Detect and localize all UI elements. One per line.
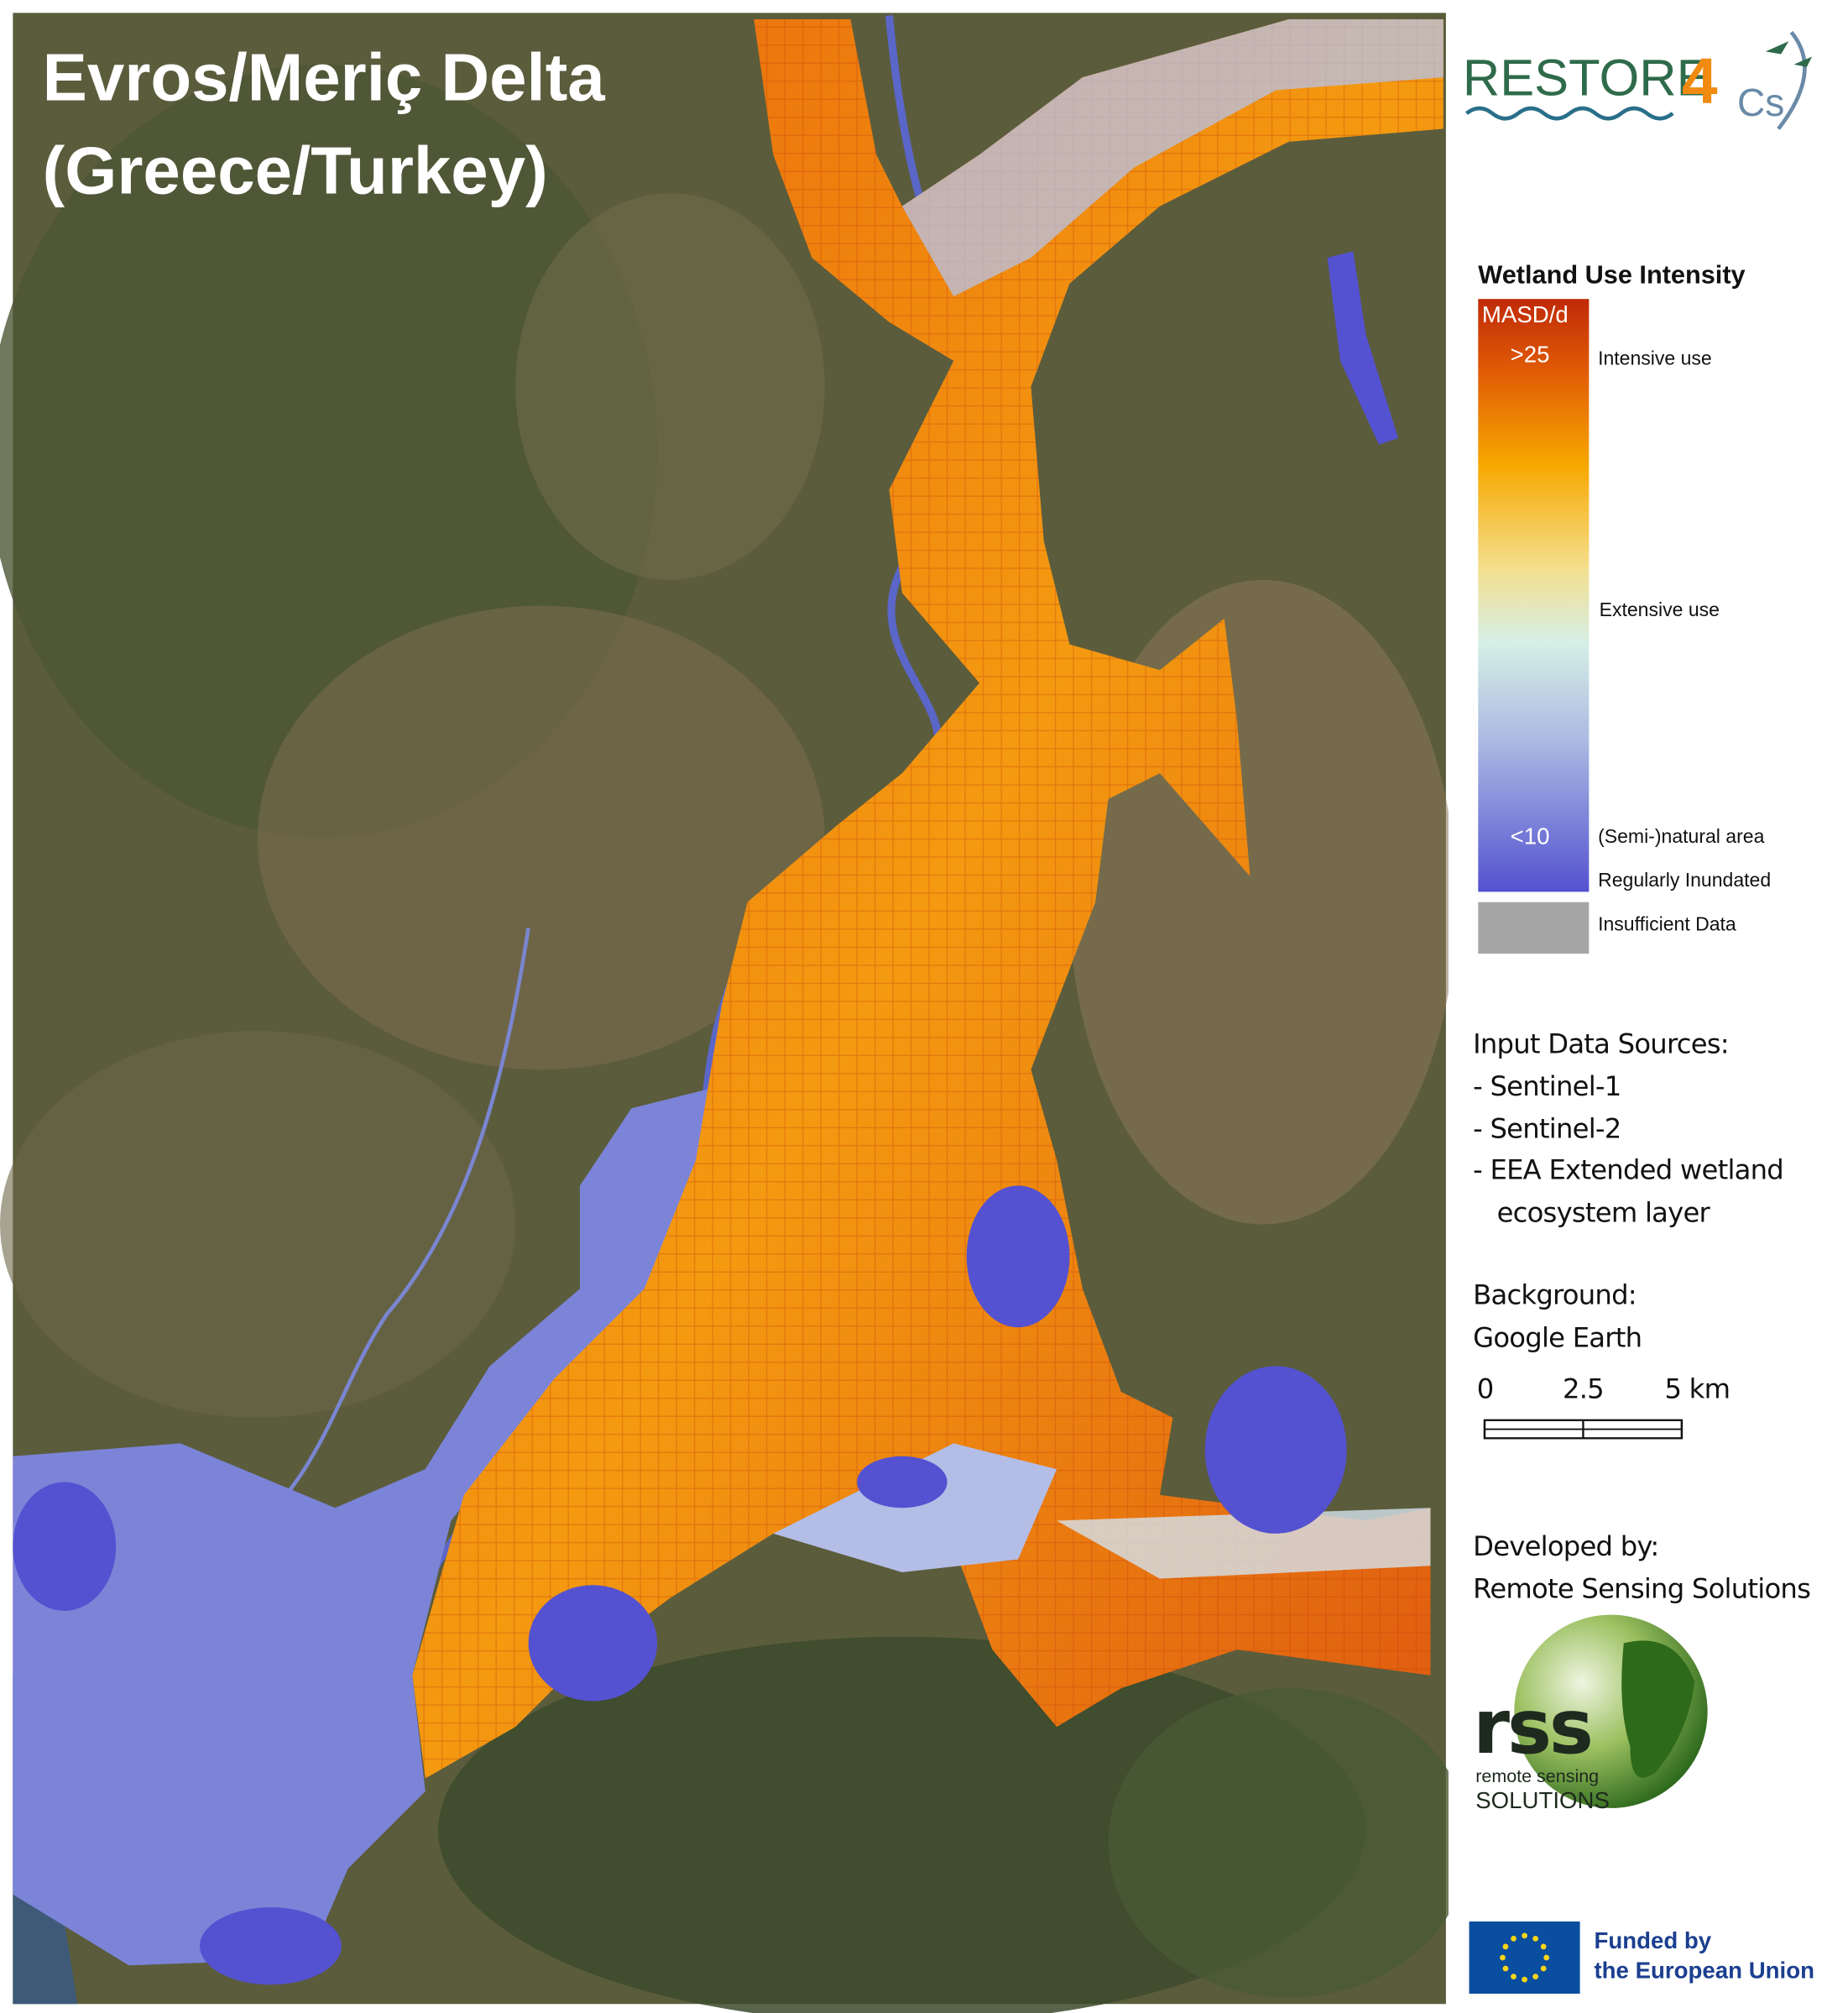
source-item: ecosystem layer — [1473, 1196, 1710, 1228]
legend-title: Wetland Use Intensity — [1478, 260, 1745, 290]
source-item: - Sentinel-1 — [1473, 1070, 1621, 1102]
legend: Wetland Use Intensity MASD/d >25 <10 Int… — [1478, 260, 1771, 954]
lake — [966, 1185, 1070, 1328]
scale-label: 0 — [1477, 1373, 1494, 1405]
inundated-area — [13, 1089, 709, 1966]
extensive-area — [901, 19, 1443, 297]
terrain — [1108, 1688, 1470, 1998]
eu-star — [1532, 1936, 1539, 1942]
lake — [857, 1456, 947, 1508]
eu-star — [1522, 1932, 1527, 1939]
logo-arc — [1777, 30, 1807, 130]
source-item: - EEA Extended wetland — [1473, 1154, 1783, 1186]
scale-label: 5 km — [1664, 1373, 1730, 1405]
field-texture — [412, 19, 1443, 1779]
restore-logo: RESTORE 4 Cs — [1463, 30, 1813, 130]
eu-star — [1540, 1943, 1547, 1950]
background-heading: Background: — [1473, 1279, 1637, 1311]
map-title: Evros/Meriç Delta — [43, 40, 606, 115]
sources: Input Data Sources: - Sentinel-1 - Senti… — [1473, 1027, 1784, 1353]
rss-mark: rss — [1473, 1684, 1591, 1771]
lake — [13, 1482, 117, 1612]
eu-funding: Funded by the European Union — [1469, 1922, 1814, 1994]
legend-label: Insufficient Data — [1598, 912, 1736, 934]
lagoon-edge — [773, 1443, 1057, 1572]
eu-star — [1522, 1976, 1527, 1983]
eu-star — [1502, 1965, 1509, 1972]
terrain — [515, 193, 825, 580]
eu-star — [1511, 1936, 1517, 1942]
eu-star — [1532, 1974, 1539, 1979]
eu-flag — [1469, 1922, 1580, 1994]
eu-star — [1502, 1943, 1509, 1950]
lake — [528, 1585, 658, 1702]
color-bar — [1478, 299, 1590, 892]
lake — [200, 1907, 342, 1985]
eu-star — [1543, 1954, 1550, 1961]
legend-top-value: >25 — [1511, 341, 1550, 367]
funding-text: Funded by — [1594, 1927, 1711, 1953]
eu-star — [1500, 1954, 1506, 1961]
legend-unit: MASD/d — [1482, 301, 1569, 327]
scale-label: 2.5 — [1563, 1373, 1604, 1405]
reservoir — [1327, 251, 1399, 445]
funding-text: the European Union — [1594, 1958, 1814, 1984]
rss-line: SOLUTIONS — [1475, 1787, 1610, 1813]
background-value: Google Earth — [1473, 1321, 1642, 1353]
globe-land — [1621, 1640, 1695, 1778]
legend-label: Regularly Inundated — [1598, 869, 1771, 891]
insufficient-swatch — [1478, 902, 1590, 954]
logo-digit: 4 — [1682, 46, 1718, 118]
extensive-area — [1057, 1508, 1431, 1579]
logo-birds — [1765, 41, 1813, 67]
legend-label: Intensive use — [1598, 347, 1712, 369]
rss-line: remote sensing — [1475, 1766, 1599, 1786]
legend-bottom-value: <10 — [1511, 824, 1550, 850]
rss-logo: rss remote sensing SOLUTIONS — [1473, 1614, 1708, 1813]
legend-label: (Semi-)natural area — [1598, 825, 1764, 847]
eu-star — [1511, 1974, 1517, 1979]
eu-stars — [1500, 1932, 1550, 1983]
terrain — [258, 605, 825, 1070]
eu-star — [1540, 1965, 1547, 1972]
developer-name: Remote Sensing Solutions — [1473, 1573, 1810, 1605]
river-branch — [231, 928, 530, 1549]
source-item: - Sentinel-2 — [1473, 1113, 1621, 1145]
sources-heading: Input Data Sources: — [1473, 1027, 1729, 1059]
wetland-layer — [13, 19, 1443, 1985]
developer: Developed by: Remote Sensing Solutions — [1473, 1530, 1811, 1605]
lake — [1204, 1366, 1347, 1534]
logo-wave — [1465, 106, 1674, 121]
map-background — [0, 13, 1470, 2013]
map-title: (Greece/Turkey) — [43, 133, 548, 207]
scale-bar: 0 2.5 5 km — [1477, 1373, 1731, 1440]
legend-label: Extensive use — [1600, 599, 1720, 620]
logo-word: RESTORE — [1463, 50, 1711, 107]
terrain — [0, 1031, 516, 1418]
logo-suffix: Cs — [1737, 81, 1784, 124]
developer-heading: Developed by: — [1473, 1530, 1658, 1562]
